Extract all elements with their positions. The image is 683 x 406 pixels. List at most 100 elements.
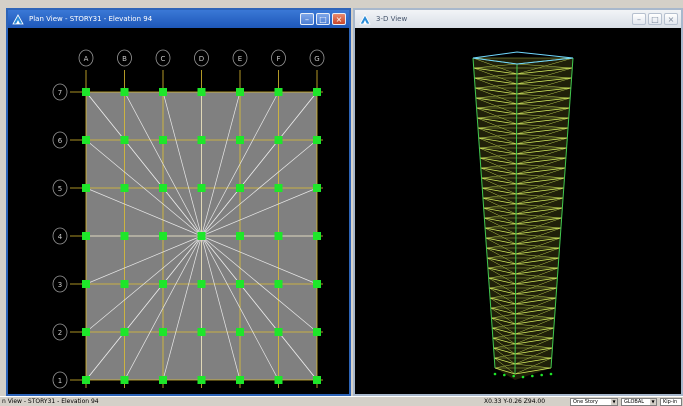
3d-view-title: 3-D View [376,15,408,23]
column-node [197,376,206,384]
column-node [82,280,90,288]
column-node [313,328,321,336]
base-support [512,374,515,378]
brace-bottom-1 [124,235,202,381]
column-node [197,88,206,96]
3d-view-window[interactable]: 3-D View – □ × [353,8,683,396]
grid-label-D: D [199,55,204,63]
brace-left-0 [85,91,202,237]
plan-maximize-button[interactable]: □ [316,13,330,25]
brace-right-4 [201,235,318,285]
brace-diagonal [478,133,517,139]
plan-view-window[interactable]: Plan View - STORY31 - Elevation 94 – □ ×… [6,8,351,396]
brace-diagonal [493,343,516,349]
column-node [120,88,129,96]
base-support [540,373,543,377]
column-node [236,328,244,336]
brace-diagonal [488,273,516,279]
chevron-down-icon[interactable]: ▼ [611,399,617,405]
column-node [120,184,129,192]
3d-maximize-button[interactable]: □ [648,13,662,25]
column-node [313,280,321,288]
brace-diagonal [515,283,557,289]
3d-view-canvas[interactable] [355,28,681,394]
plan-view-titlebar[interactable]: Plan View - STORY31 - Elevation 94 – □ × [8,10,349,28]
brace-right-2 [201,187,318,237]
3d-view-titlebar[interactable]: 3-D View – □ × [355,10,681,28]
brace-diagonal [515,263,559,269]
brace-diagonal [516,83,571,89]
column-node [159,280,167,288]
brace-diagonal [516,163,566,169]
column-node [82,232,90,240]
column-node [159,328,167,336]
column-node [197,328,206,336]
grid-bubble-E [232,49,248,67]
column-node [236,184,244,192]
brace-right-1 [201,139,318,237]
brace-diagonal [516,183,564,189]
plan-view-canvas[interactable]: A B C D E F G 7 6 5 4 3 2 1 [8,28,349,394]
brace-diagonal [484,213,517,219]
column-node [236,88,244,96]
brace-diagonal [480,163,517,169]
column-node [159,184,167,192]
brace-diagonal [515,243,560,249]
brace-diagonal [516,93,571,99]
brace-diagonal [515,343,553,349]
column-node [159,88,167,96]
story-select[interactable]: One Story ▼ [570,398,618,406]
brace-diagonal [516,123,569,129]
grid-label-7: 7 [58,89,62,97]
column-node [236,136,244,144]
grid-label-E: E [238,55,242,63]
grid-label-2: 2 [58,329,62,337]
column-node [197,136,206,144]
column-node [274,184,283,192]
column-node [120,376,129,384]
brace-diagonal [485,233,516,239]
column-node [274,88,283,96]
grid-bubble-2 [52,323,68,341]
column-node [159,232,167,240]
grid-label-F: F [276,55,280,63]
grid-bubble-1 [52,371,68,389]
plan-close-button[interactable]: × [332,13,346,25]
story-select-value: One Story [573,399,598,405]
brace-diagonal [480,153,517,159]
column-node [274,328,283,336]
coord-system-select[interactable]: GLOBAL ▼ [621,398,657,406]
column-node [82,376,90,384]
brace-right-0 [201,91,318,237]
etabs-app-icon [359,13,371,24]
brace-diagonal [515,233,561,239]
units-value: Kip-in [663,399,678,405]
chevron-down-icon[interactable]: ▼ [650,399,656,405]
brace-top-5 [201,91,279,237]
3d-minimize-button[interactable]: – [632,13,646,25]
column-node [159,136,167,144]
grid-bubble-B [117,49,132,67]
column-node [236,280,244,288]
brace-diagonal [516,133,568,139]
column-node [82,184,90,192]
column-node [313,376,321,384]
brace-diagonal [489,283,516,289]
column-node [313,136,321,144]
grid-label-5: 5 [58,185,62,193]
brace-diagonal [477,123,517,129]
grid-bubble-3 [52,275,68,293]
plan-minimize-button[interactable]: – [300,13,314,25]
brace-diagonal [494,353,516,359]
grid-label-C: C [161,55,166,63]
brace-diagonal [516,173,565,179]
brace-diagonal [515,333,554,339]
grid-label-6: 6 [58,137,63,145]
brace-left-6 [85,235,202,381]
units-select[interactable]: Kip-in [660,398,682,406]
3d-close-button[interactable]: × [664,13,678,25]
brace-diagonal [516,193,564,199]
plan-view-title: Plan View - STORY31 - Elevation 94 [29,15,153,23]
brace-diagonal [491,313,516,319]
